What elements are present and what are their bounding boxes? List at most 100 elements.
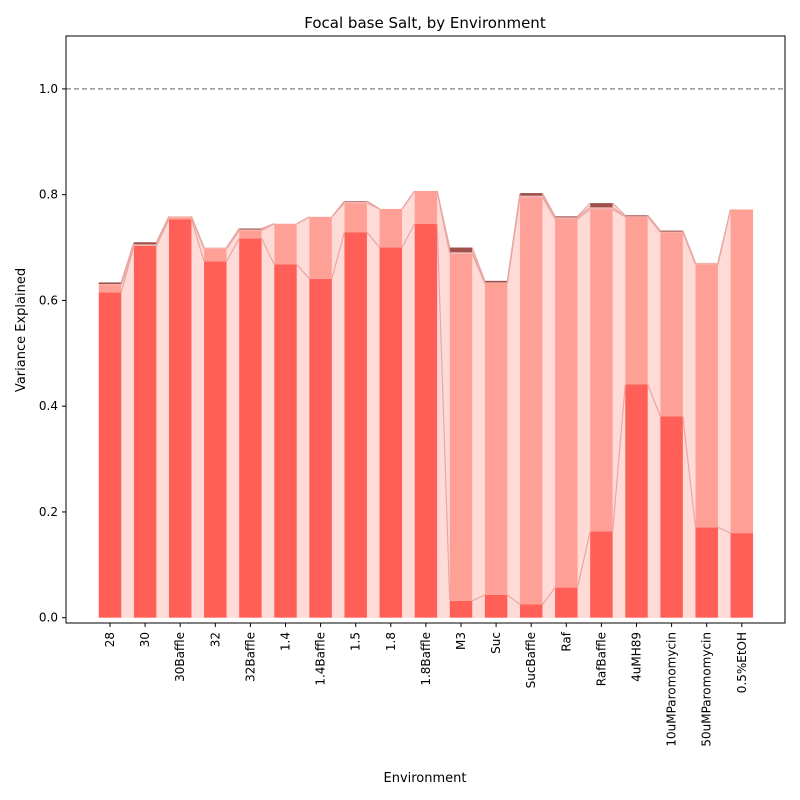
x-tick-label: SucBaffle (524, 632, 538, 688)
bar-segment (98, 285, 122, 293)
bar-segment (133, 244, 157, 246)
connector-band (261, 223, 275, 618)
bar-segment (484, 282, 508, 284)
connector-line (506, 594, 521, 605)
connector-line (120, 242, 135, 283)
x-axis-label: Environment (383, 771, 466, 786)
connector-line (647, 214, 661, 231)
bar-segment (414, 223, 438, 618)
bar-segment (309, 216, 332, 279)
bar-segment (204, 248, 227, 262)
connector-band (507, 193, 520, 618)
connector-band (402, 190, 415, 618)
connector-band (366, 200, 380, 618)
bar-segment (98, 284, 122, 286)
x-tick-label: Raf (559, 631, 573, 651)
x-tick-label: 30 (138, 632, 152, 647)
connector-line (190, 219, 205, 262)
bar-segment (695, 262, 718, 265)
bar-segment (730, 533, 754, 618)
bar-segment (239, 228, 262, 230)
x-tick-label: 32Baffle (243, 632, 257, 682)
connector-line (436, 223, 451, 601)
connector-line (296, 264, 310, 280)
bar-segment (379, 247, 403, 618)
bar-segment (519, 193, 543, 196)
connector-line (226, 228, 240, 248)
connector-line (436, 190, 451, 248)
bar-segment (449, 600, 473, 618)
connector-line (155, 216, 170, 243)
connector-line (682, 230, 697, 264)
bar-segment (98, 292, 122, 618)
connector-line (296, 216, 310, 225)
bar-segment (590, 207, 613, 210)
connector-line (226, 238, 240, 262)
bar-segment (274, 264, 297, 618)
connector-line (647, 215, 661, 233)
bar-segment (555, 218, 578, 588)
bar-segment (449, 247, 473, 253)
bar-segment (590, 203, 613, 208)
connector-band (682, 230, 696, 618)
connector-line (261, 223, 275, 230)
connector-line (717, 209, 732, 264)
bar-segment (414, 190, 438, 224)
bar-segment (625, 384, 648, 618)
bar-segment (695, 264, 718, 528)
bar-segment (204, 261, 227, 618)
connector-band (331, 200, 345, 618)
bar-segment (484, 280, 508, 283)
bar-segment (519, 604, 543, 618)
axis-ticks: 0.0 0.2 0.4 0.6 0.8 1.0 28 30 30Baffle 32 32Baffle… (39, 82, 749, 747)
connector-band (472, 247, 485, 618)
bar-segment (555, 587, 578, 618)
connector-band (542, 193, 556, 618)
y-tick-label: 0.2 (39, 505, 58, 519)
connector-line (506, 192, 521, 281)
bar-segment (309, 278, 332, 618)
connector-line (401, 190, 416, 210)
bar-segment (449, 252, 473, 254)
x-tick-label: M3 (454, 632, 468, 650)
connector-band (121, 242, 134, 618)
connector-line (401, 223, 416, 248)
y-tick-label: 0.8 (39, 188, 58, 202)
y-tick-label: 0.6 (39, 293, 58, 307)
connector-line (577, 206, 591, 218)
connector-line (471, 594, 486, 602)
bar-segment (344, 232, 367, 618)
bar-segment (133, 242, 157, 245)
chart-title: Focal base Salt, by Environment (304, 14, 546, 32)
x-tick-label: 28 (103, 632, 117, 647)
connector-line (612, 208, 626, 218)
bar-segment (168, 216, 192, 218)
x-tick-label: 1.4Baffle (314, 632, 328, 686)
x-tick-label: 50uMParomomycin (700, 632, 714, 747)
x-tick-label: 4uMH89 (630, 632, 644, 682)
x-tick-label: 0.5%EtOH (735, 632, 749, 693)
x-tick-label: RafBaffle (594, 632, 608, 686)
connector-band (717, 209, 731, 618)
bar-segment (695, 527, 718, 618)
connector-line (682, 416, 697, 528)
y-tick-label: 1.0 (39, 82, 58, 96)
connector-band (226, 228, 240, 618)
connector-line (647, 384, 661, 417)
bar-segment (204, 247, 227, 249)
plot-area (65, 35, 786, 624)
connector-band (156, 216, 169, 618)
connector-line (541, 587, 556, 605)
connector-band (191, 216, 205, 618)
bar-segment (168, 219, 192, 618)
x-tick-label: Suc (489, 632, 503, 654)
connector-line (541, 196, 556, 220)
connector-line (226, 230, 240, 249)
connector-line (366, 231, 381, 248)
connector-line (471, 247, 486, 282)
y-tick-label: 0.0 (39, 611, 58, 625)
bar-segment (660, 416, 683, 618)
bar-segment (555, 216, 578, 218)
connector-band (612, 203, 626, 618)
connector-line (541, 192, 556, 217)
